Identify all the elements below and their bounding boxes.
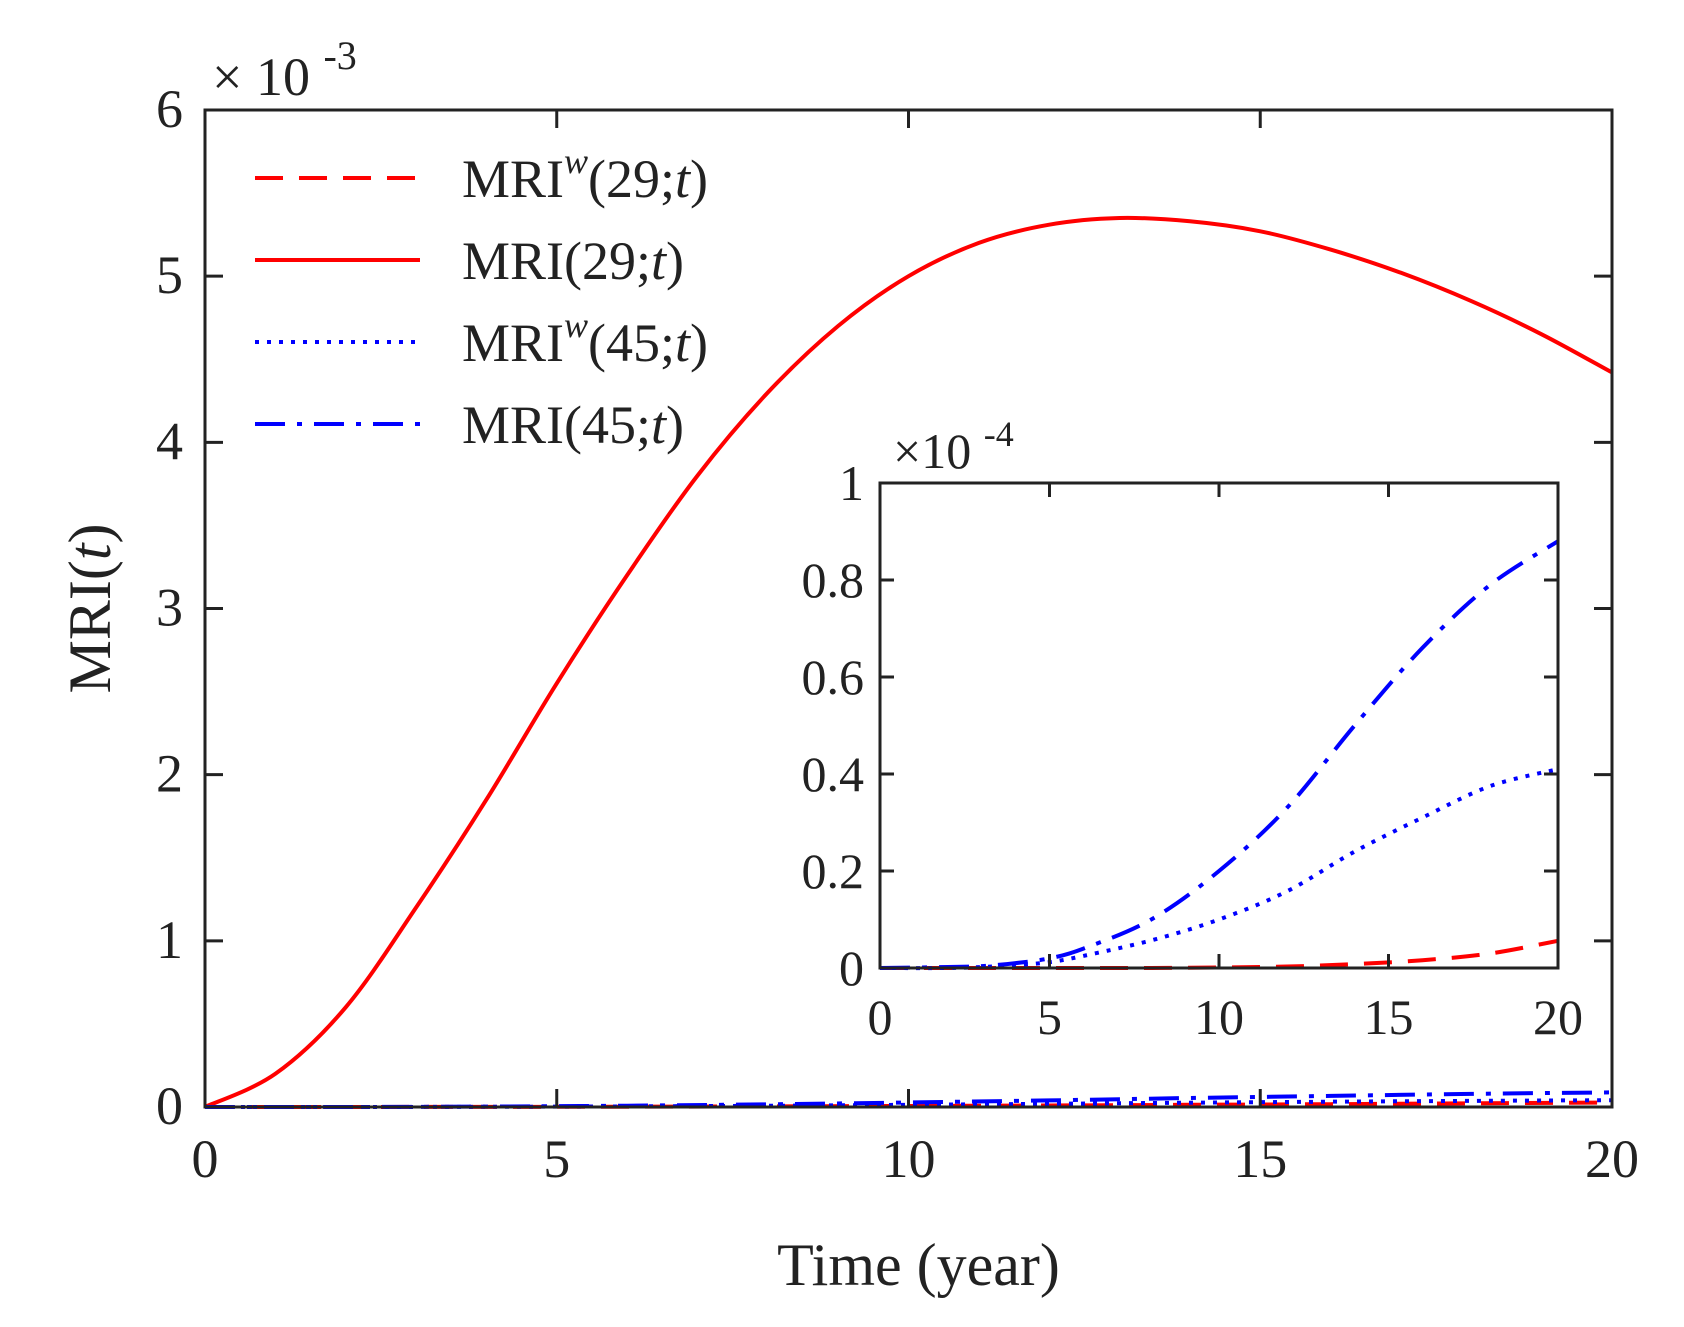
main-y-axis-label: MRI(t) [57,524,123,694]
inset-x-tick-label: 10 [1194,989,1244,1045]
inset-tick-group: 0 5 10 15 20 0 0.2 0.4 0.6 0.8 1 [802,455,1584,1045]
inset-y-tick-label: 0.4 [802,746,865,802]
main-y-tick-label: 0 [156,1076,183,1136]
legend-label-superscript: w [564,141,588,181]
main-x-tick-label: 5 [543,1129,570,1189]
main-y-tick-label: 2 [156,744,183,804]
main-x-axis-label: Time (year) [777,1232,1060,1298]
inset-y-tick-label: 0 [839,940,864,996]
legend-label-arg: (45; [588,313,675,373]
legend: MRIw(29;t)MRI(29;t)MRIw(45;t)MRI(45;t) [255,141,708,455]
legend-label-m29: MRI(29;t) [462,231,684,291]
legend-label-arg: (45; [564,395,651,455]
inset-x-tick-label: 0 [868,989,893,1045]
legend-label-var: t [651,395,668,455]
legend-label-var: t [675,149,692,209]
ylabel-suffix: ) [57,524,123,544]
main-x-tick-label: 10 [882,1129,936,1189]
main-x-tick-label: 0 [192,1129,219,1189]
legend-label-arg: (29; [588,149,675,209]
inset-y-tick-label: 1 [839,455,864,511]
main-y-tick-label: 4 [156,411,183,471]
main-exponent-power: -3 [323,33,356,78]
inset-x-tick-label: 20 [1533,989,1583,1045]
inset-y-tick-label: 0.2 [802,843,865,899]
legend-label-close: ) [690,149,708,209]
inset-y-tick-label: 0.8 [802,552,865,608]
legend-label-var: t [651,231,668,291]
legend-label-w29: MRIw(29;t) [462,141,708,209]
main-exponent-base: × 10 [212,47,310,107]
legend-label-base: MRI [462,395,564,455]
ylabel-prefix: MRI( [57,560,123,693]
main-series-line-m29 [204,215,1613,1109]
inset-series-line-m45 [879,539,1560,970]
legend-label-arg: (29; [564,231,651,291]
inset-x-tick-label: 5 [1037,989,1062,1045]
legend-label-base: MRI [462,313,564,373]
main-y-tick-label: 6 [156,79,183,139]
legend-label-close: ) [666,395,684,455]
inset-x-tick-label: 15 [1364,989,1414,1045]
legend-label-base: MRI [462,149,564,209]
legend-label-base: MRI [462,231,564,291]
legend-label-close: ) [690,313,708,373]
inset-y-tick-label: 0.6 [802,649,865,705]
main-x-tick-label: 15 [1233,1129,1287,1189]
inset-exponent-power: -4 [984,414,1014,454]
main-y-tick-label: 3 [156,578,183,638]
legend-label-superscript: w [564,305,588,345]
main-y-tick-label: 1 [156,910,183,970]
inset-chart: 0 5 10 15 20 0 0.2 0.4 0.6 0.8 1 ×10 -4 [802,414,1584,1045]
main-x-tick-label: 20 [1585,1129,1639,1189]
legend-label-var: t [675,313,692,373]
inset-exponent-base: ×10 [893,423,971,479]
inset-exponent-label: ×10 -4 [893,414,1014,479]
main-y-tick-label: 5 [156,245,183,305]
ylabel-var: t [57,542,123,560]
inset-background [880,483,1558,968]
legend-label-close: ) [666,231,684,291]
legend-label-m45: MRI(45;t) [462,395,684,455]
main-exponent-label: × 10 -3 [212,33,357,107]
legend-label-w45: MRIw(45;t) [462,305,708,373]
